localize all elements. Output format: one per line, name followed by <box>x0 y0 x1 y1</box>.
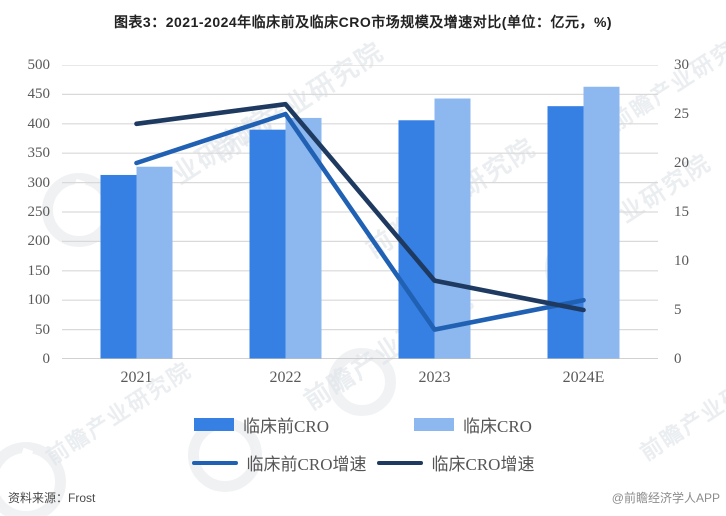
left-tick-350: 350 <box>27 145 51 162</box>
x-label-2023: 2023 <box>418 369 451 386</box>
legend-item-clinical-cro-growth: 临床CRO增速 <box>376 450 535 475</box>
left-tick-500: 500 <box>27 57 51 73</box>
left-tick-450: 450 <box>27 86 51 103</box>
left-tick-250: 250 <box>27 204 51 220</box>
line-swatch-icon <box>191 460 238 465</box>
legend-label: 临床CRO <box>463 417 532 436</box>
right-tick-25: 25 <box>674 106 689 122</box>
legend-item-clinical-cro: 临床CRO <box>414 412 532 437</box>
legend-item-preclinical-cro: 临床前CRO <box>194 412 329 437</box>
right-tick-20: 20 <box>674 155 689 171</box>
left-tick-0: 0 <box>42 351 51 367</box>
plot-area <box>62 65 658 359</box>
x-label-2024E: 2024E <box>562 369 605 386</box>
bar-临床CRO-2023 <box>434 98 471 359</box>
bar-临床前CRO-2021 <box>100 174 137 359</box>
legend-item-preclinical-cro-growth: 临床前CRO增速 <box>191 450 367 475</box>
legend-label: 临床前CRO <box>243 417 329 436</box>
legend-label: 临床CRO增速 <box>431 455 535 474</box>
legend: 临床前CRO 临床CRO 临床前CRO增速 临床CRO增速 <box>0 412 726 475</box>
right-tick-0: 0 <box>674 351 682 367</box>
x-label-2021: 2021 <box>120 369 153 386</box>
left-tick-400: 400 <box>27 115 51 132</box>
left-tick-50: 50 <box>35 321 50 338</box>
left-tick-150: 150 <box>27 262 51 279</box>
line-临床CRO增速 <box>134 101 586 313</box>
bar-swatch-icon <box>414 418 454 431</box>
x-label-2022: 2022 <box>269 369 302 386</box>
credit-text: @前瞻经济学人APP <box>611 491 720 505</box>
bar-临床CRO-2021 <box>136 166 173 359</box>
line-临床前CRO增速 <box>134 111 586 332</box>
right-tick-15: 15 <box>674 204 689 220</box>
legend-row-bars: 临床前CRO 临床CRO <box>194 412 532 437</box>
bar-swatch-icon <box>194 418 235 431</box>
chart-title: 图表3：2021-2024年临床前及临床CRO市场规模及增速对比(单位：亿元，%… <box>113 14 613 30</box>
line-swatch-icon <box>376 460 423 465</box>
right-tick-30: 30 <box>674 57 689 73</box>
left-tick-100: 100 <box>27 292 51 309</box>
bar-临床前CRO-2024E <box>547 106 584 359</box>
data-source-text: 资料来源：Frost <box>8 491 96 505</box>
legend-label: 临床前CRO增速 <box>246 455 367 474</box>
right-tick-5: 5 <box>674 302 682 318</box>
bar-临床CRO-2024E <box>583 86 620 359</box>
left-tick-200: 200 <box>27 233 51 250</box>
bar-临床CRO-2022 <box>285 117 322 359</box>
legend-row-lines: 临床前CRO增速 临床CRO增速 <box>191 450 535 475</box>
right-tick-10: 10 <box>674 253 689 269</box>
bar-临床前CRO-2022 <box>249 129 286 359</box>
left-tick-300: 300 <box>27 174 51 191</box>
